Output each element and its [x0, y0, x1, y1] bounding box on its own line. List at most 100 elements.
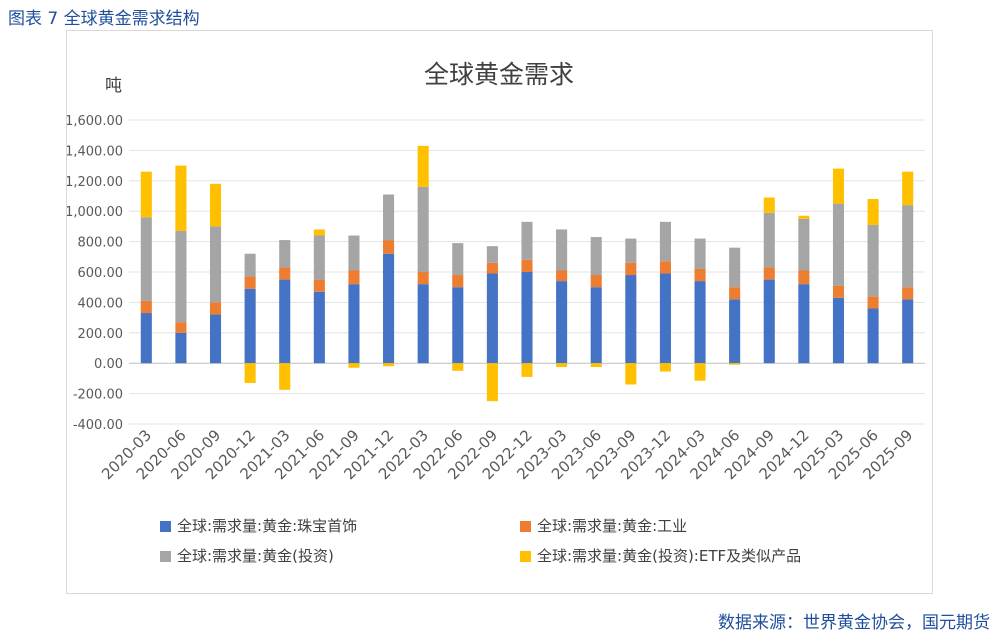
- bar-segment: [313, 229, 325, 236]
- y-tick-label: 200.00: [78, 327, 124, 342]
- bar-segment: [279, 363, 291, 390]
- bar-segment: [659, 221, 671, 262]
- bar-segment: [417, 145, 429, 187]
- legend-swatch: [160, 551, 171, 562]
- bar-segment: [798, 284, 810, 364]
- bar-segment: [452, 287, 464, 364]
- bar-segment: [798, 270, 810, 285]
- bar-segment: [867, 296, 879, 309]
- bar-segment: [348, 284, 360, 364]
- bar-segment: [556, 363, 568, 367]
- bar-segment: [209, 314, 222, 364]
- bar-segment: [625, 275, 637, 364]
- legend-swatch: [520, 521, 531, 532]
- bar-segment: [140, 300, 152, 314]
- bar-segment: [486, 262, 498, 274]
- bar-segment: [625, 238, 637, 263]
- y-tick-label: 400.00: [78, 296, 124, 311]
- bar-segment: [832, 297, 845, 364]
- bar-segment: [452, 363, 464, 371]
- y-tick-label: -200.00: [73, 388, 123, 403]
- bar-segment: [694, 238, 706, 269]
- y-tick-label: 1,600.00: [67, 114, 123, 129]
- bar-segment: [521, 221, 533, 260]
- bar-segment: [452, 275, 464, 288]
- bar-segment: [729, 287, 741, 300]
- source-note: 数据来源：世界黄金协会，国元期货: [718, 613, 990, 633]
- bar-segment: [175, 332, 187, 364]
- bar-segment: [625, 363, 637, 385]
- figure-title: 图表 7 全球黄金需求结构: [8, 9, 200, 29]
- bar-segment: [867, 199, 879, 225]
- bar-segment: [867, 224, 879, 297]
- bar-segment: [590, 363, 602, 367]
- bar-segment: [763, 279, 775, 364]
- bar-segment: [590, 287, 602, 364]
- bar-segment: [452, 243, 464, 276]
- y-tick-label: -400.00: [73, 418, 123, 433]
- y-tick-label: 800.00: [78, 236, 124, 251]
- bar-segment: [763, 212, 775, 268]
- bar-segment: [590, 237, 602, 276]
- bar-segment: [694, 281, 706, 364]
- bar-segment: [383, 194, 395, 241]
- bar-segment: [902, 287, 914, 300]
- x-axis-labels: 2020-032020-062020-092020-122021-032021-…: [98, 426, 916, 483]
- legend-swatch: [520, 551, 531, 562]
- legend-label: 全球:需求量:黄金:珠宝首饰: [177, 517, 357, 535]
- bar-segment: [659, 273, 671, 364]
- bar-segment: [244, 276, 256, 289]
- bar-segment: [140, 313, 152, 364]
- bar-segment: [209, 226, 222, 303]
- y-axis-labels: 1,600.00 1,400.00 1,200.00 1,000.00 800.00 60…: [65, 114, 124, 433]
- bar-segment: [763, 267, 775, 280]
- legend-label: 全球:需求量:黄金(投资): [177, 547, 334, 565]
- bar-segment: [140, 217, 152, 301]
- bar-segment: [244, 288, 256, 364]
- bars: [140, 145, 914, 402]
- y-axis-unit: 吨: [105, 76, 122, 96]
- bar-segment: [417, 272, 429, 285]
- bar-segment: [556, 229, 568, 271]
- bar-segment: [556, 270, 568, 282]
- bar-segment: [521, 363, 533, 377]
- bar-segment: [313, 279, 325, 292]
- chart-title: 全球黄金需求: [424, 60, 574, 89]
- bar-segment: [348, 363, 360, 368]
- bar-segment: [832, 285, 845, 298]
- bar-segment: [175, 322, 187, 333]
- bar-segment: [798, 215, 810, 219]
- bar-segment: [279, 267, 291, 280]
- bar-segment: [659, 363, 671, 372]
- gold-demand-chart: 全球黄金需求 吨 1,600.00 1,400.00 1,200.00 1,000.0…: [65, 60, 925, 565]
- y-tick-label: 0.00: [94, 357, 123, 372]
- bar-segment: [383, 253, 395, 364]
- bar-segment: [140, 171, 152, 218]
- bar-segment: [244, 363, 256, 383]
- bar-segment: [417, 284, 429, 364]
- y-tick-label: 600.00: [78, 266, 124, 281]
- bar-segment: [209, 183, 222, 227]
- bar-segment: [209, 302, 222, 315]
- bar-segment: [313, 235, 325, 280]
- legend-swatch: [160, 521, 171, 532]
- bar-segment: [348, 270, 360, 285]
- bar-segment: [348, 235, 360, 271]
- bar-segment: [659, 261, 671, 274]
- legend-label: 全球:需求量:黄金(投资):ETF及类似产品: [537, 547, 801, 565]
- bar-segment: [867, 308, 879, 364]
- bar-segment: [729, 247, 741, 288]
- y-tick-label: 1,400.00: [67, 144, 123, 159]
- bar-segment: [313, 291, 325, 364]
- bar-segment: [175, 165, 187, 231]
- bar-segment: [175, 230, 187, 323]
- y-tick-label: 1,200.00: [67, 175, 123, 190]
- chart-frame: 全球黄金需求 吨 1,600.00 1,400.00 1,200.00 1,000.0…: [65, 30, 933, 594]
- bar-segment: [798, 218, 810, 271]
- bar-segment: [763, 197, 775, 213]
- bar-segment: [832, 168, 845, 204]
- bar-segment: [902, 171, 914, 206]
- bar-segment: [486, 246, 498, 263]
- bar-segment: [902, 299, 914, 364]
